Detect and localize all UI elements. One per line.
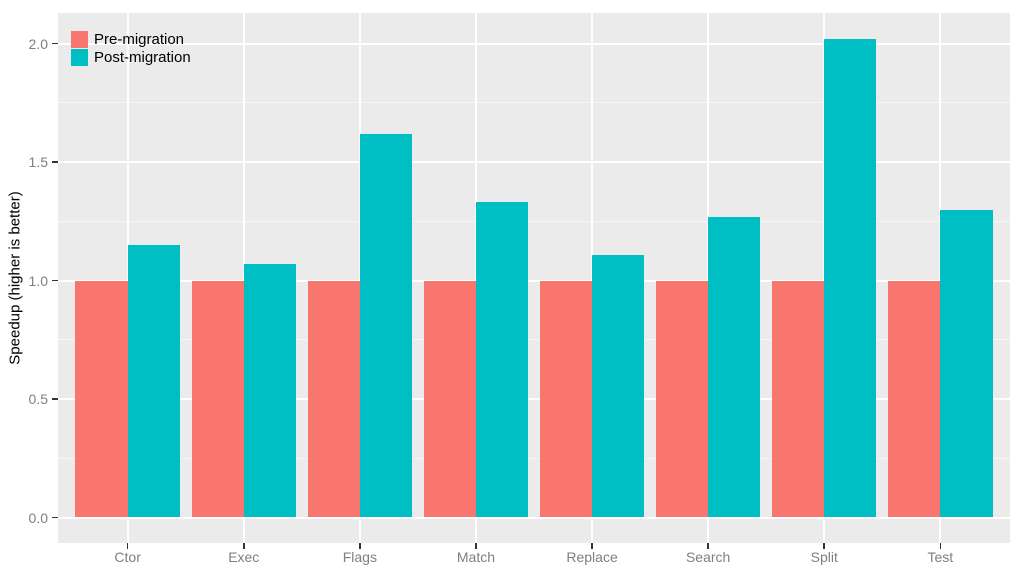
x-tick-mark [707, 543, 709, 549]
bar-post-migration-flags [359, 133, 413, 518]
x-tick-mark [591, 543, 593, 549]
gridline-minor [58, 102, 1010, 104]
x-tick-label-flags: Flags [342, 549, 377, 565]
x-tick-label-search: Search [685, 549, 731, 565]
x-tick-label-exec: Exec [228, 549, 260, 565]
bar-pre-migration-flags [307, 280, 360, 518]
gridline-major [58, 279, 1010, 282]
bar-pre-migration-match [423, 280, 476, 518]
x-tick-mark [475, 543, 477, 549]
y-tick-label: 0.5 [28, 391, 48, 408]
x-tick-mark [126, 543, 129, 549]
gridline-minor [58, 339, 1010, 341]
gridline-major [58, 161, 1010, 164]
gridline-minor [58, 457, 1010, 459]
legend-swatch-pre-migration [71, 31, 88, 48]
gridline-major [58, 516, 1010, 519]
gridline-minor [58, 220, 1010, 222]
bar-pre-migration-ctor [75, 280, 128, 518]
y-tick-mark [52, 42, 58, 45]
x-tick-label-replace: Replace [566, 549, 618, 565]
y-tick-mark [52, 279, 58, 282]
legend: Pre-migration Post-migration [71, 31, 191, 66]
bar-pre-migration-search [655, 280, 709, 518]
bar-post-migration-search [708, 216, 761, 518]
bar-post-migration-test [940, 209, 993, 518]
y-tick-mark [52, 398, 58, 400]
plot-panel: Pre-migration Post-migration [58, 13, 1010, 543]
legend-label-pre-migration: Pre-migration [94, 31, 185, 48]
bar-post-migration-ctor [127, 245, 180, 518]
legend-item-pre-migration: Pre-migration [71, 31, 191, 48]
y-tick-mark [52, 161, 58, 163]
bar-post-migration-replace [592, 254, 645, 518]
y-tick-mark [52, 516, 58, 519]
y-tick-label: 2.0 [28, 35, 48, 52]
legend-swatch-post-migration [71, 49, 88, 66]
y-tick-label: 1.5 [28, 154, 48, 171]
y-tick-label: 0.0 [28, 509, 48, 526]
x-tick-label-match: Match [456, 549, 495, 565]
legend-item-post-migration: Post-migration [71, 49, 191, 66]
legend-label-post-migration: Post-migration [94, 49, 191, 66]
gridline-major [58, 42, 1010, 45]
x-tick-mark [359, 543, 361, 549]
x-tick-mark [823, 543, 825, 549]
bar-pre-migration-test [888, 280, 941, 518]
bar-post-migration-match [475, 202, 529, 518]
y-tick-label: 1.0 [28, 272, 48, 289]
x-tick-label-split: Split [810, 549, 838, 565]
bar-post-migration-split [824, 38, 877, 518]
gridline-major [58, 398, 1010, 401]
x-tick-label-ctor: Ctor [114, 549, 141, 565]
bar-pre-migration-exec [191, 280, 244, 518]
x-tick-mark [243, 543, 245, 549]
bar-pre-migration-replace [539, 280, 593, 518]
bar-post-migration-exec [243, 264, 296, 518]
x-tick-label-test: Test [927, 549, 954, 565]
x-tick-mark [939, 543, 942, 549]
bar-pre-migration-split [772, 280, 825, 518]
